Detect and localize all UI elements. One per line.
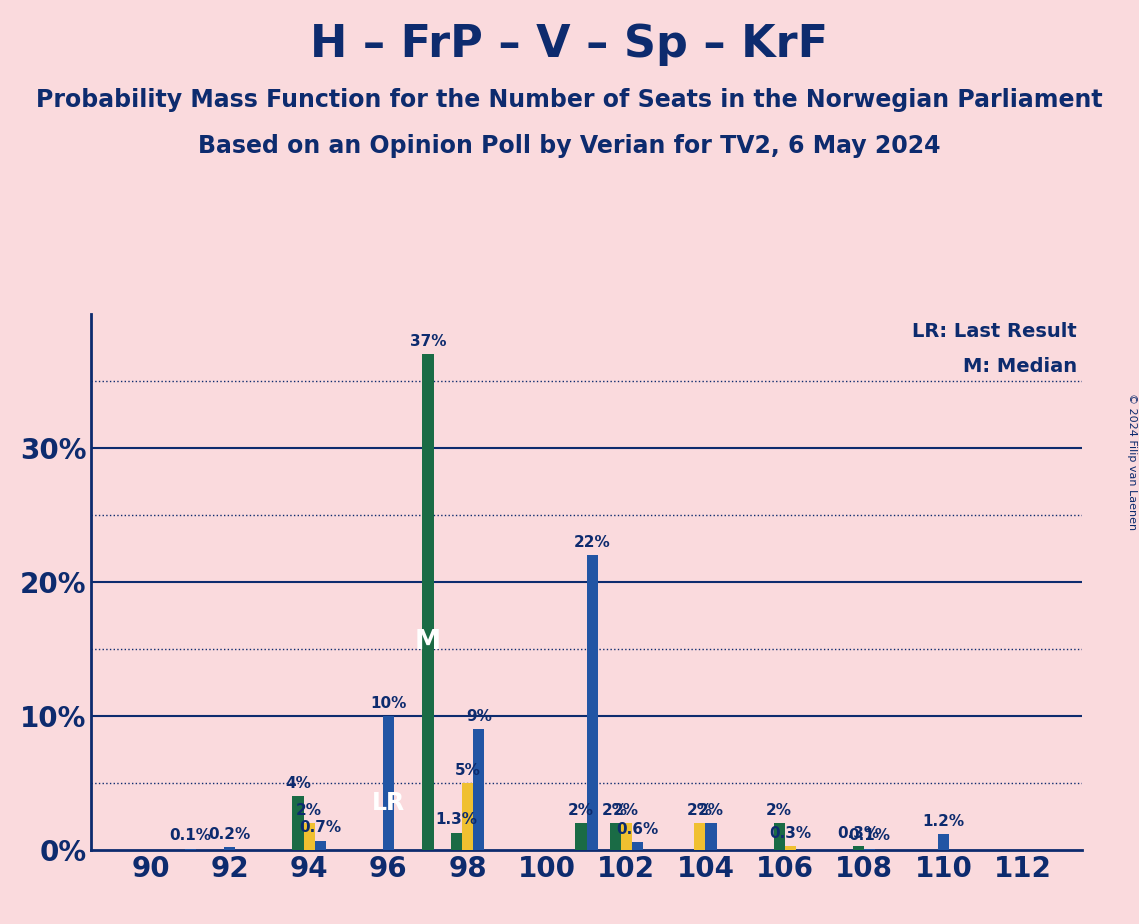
Text: 0.2%: 0.2% bbox=[208, 827, 251, 842]
Text: 2%: 2% bbox=[698, 803, 724, 818]
Text: 1.3%: 1.3% bbox=[435, 812, 477, 827]
Bar bbox=[473, 730, 484, 850]
Bar bbox=[383, 716, 394, 850]
Bar bbox=[423, 355, 434, 850]
Text: 2%: 2% bbox=[296, 803, 322, 818]
Text: H – FrP – V – Sp – KrF: H – FrP – V – Sp – KrF bbox=[311, 23, 828, 67]
Bar bbox=[185, 849, 196, 850]
Text: 0.6%: 0.6% bbox=[616, 821, 658, 837]
Text: LR: Last Result: LR: Last Result bbox=[912, 322, 1077, 341]
Bar bbox=[293, 796, 304, 850]
Bar bbox=[462, 784, 473, 850]
Bar bbox=[575, 823, 587, 850]
Text: 2%: 2% bbox=[613, 803, 639, 818]
Bar bbox=[451, 833, 462, 850]
Text: 2%: 2% bbox=[687, 803, 713, 818]
Text: 0.1%: 0.1% bbox=[849, 829, 891, 844]
Bar bbox=[609, 823, 621, 850]
Text: 0.3%: 0.3% bbox=[769, 826, 811, 841]
Text: 2%: 2% bbox=[767, 803, 793, 818]
Bar bbox=[853, 846, 865, 850]
Text: M: Median: M: Median bbox=[962, 357, 1077, 376]
Text: 2%: 2% bbox=[568, 803, 595, 818]
Text: 0.7%: 0.7% bbox=[300, 821, 342, 835]
Text: © 2024 Filip van Laenen: © 2024 Filip van Laenen bbox=[1126, 394, 1137, 530]
Text: Probability Mass Function for the Number of Seats in the Norwegian Parliament: Probability Mass Function for the Number… bbox=[36, 88, 1103, 112]
Bar bbox=[695, 823, 705, 850]
Bar bbox=[865, 849, 875, 850]
Text: 22%: 22% bbox=[574, 535, 611, 550]
Bar bbox=[705, 823, 716, 850]
Bar bbox=[785, 846, 796, 850]
Text: 4%: 4% bbox=[285, 776, 311, 791]
Bar bbox=[224, 847, 236, 850]
Text: 0.3%: 0.3% bbox=[837, 826, 879, 841]
Text: 5%: 5% bbox=[454, 762, 481, 778]
Bar bbox=[304, 823, 314, 850]
Text: 10%: 10% bbox=[370, 696, 407, 711]
Bar bbox=[632, 842, 642, 850]
Bar bbox=[937, 834, 949, 850]
Bar bbox=[314, 841, 326, 850]
Text: 9%: 9% bbox=[466, 709, 492, 724]
Text: Based on an Opinion Poll by Verian for TV2, 6 May 2024: Based on an Opinion Poll by Verian for T… bbox=[198, 134, 941, 158]
Bar bbox=[773, 823, 785, 850]
Text: 2%: 2% bbox=[603, 803, 628, 818]
Text: LR: LR bbox=[371, 791, 405, 815]
Bar bbox=[621, 823, 632, 850]
Bar bbox=[587, 555, 598, 850]
Text: 0.1%: 0.1% bbox=[170, 829, 211, 844]
Text: 1.2%: 1.2% bbox=[923, 814, 965, 829]
Text: M: M bbox=[415, 629, 441, 655]
Text: 37%: 37% bbox=[410, 334, 446, 349]
